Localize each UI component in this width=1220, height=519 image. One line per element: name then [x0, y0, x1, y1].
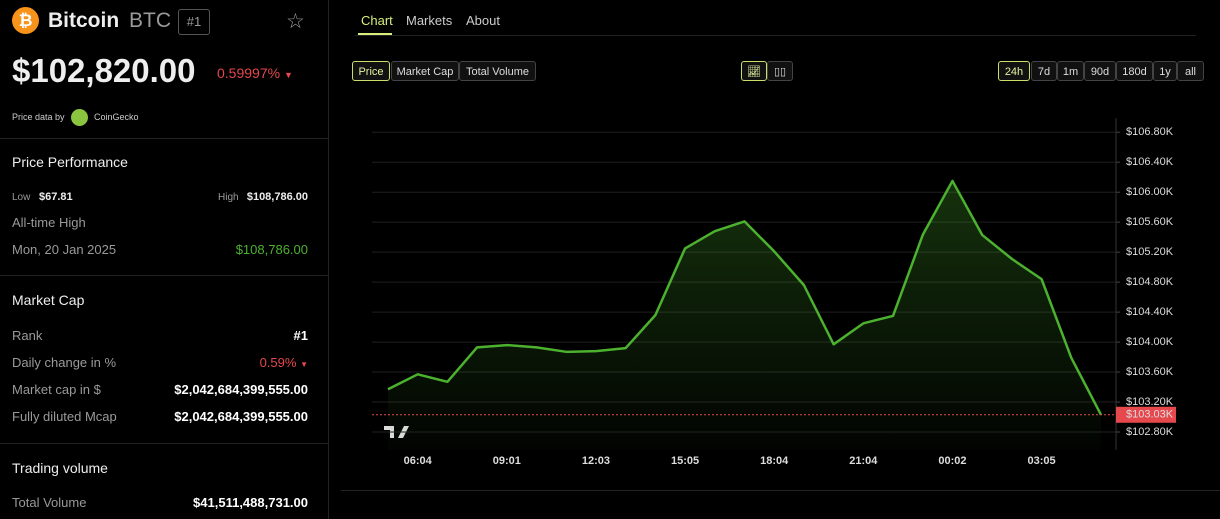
- down-arrow: ▼: [283, 70, 293, 80]
- y-tick-label: $106.80K: [1126, 126, 1174, 138]
- y-tick-label: $102.80K: [1126, 426, 1174, 438]
- tab-underline: [358, 33, 392, 35]
- source-label: Price data by: [12, 112, 65, 122]
- y-tick-label: $105.60K: [1126, 216, 1174, 228]
- coin-symbol: BTC: [129, 9, 171, 32]
- range-button[interactable]: 1y: [1153, 61, 1177, 81]
- range-button[interactable]: all: [1177, 61, 1204, 81]
- range-button[interactable]: 90d: [1084, 61, 1116, 81]
- x-tick-label: 03:05: [1028, 455, 1056, 467]
- row-value: 0.59% ▼: [260, 355, 308, 370]
- y-tick-label: $103.60K: [1126, 366, 1174, 378]
- row-value: $2,042,684,399,555.00: [174, 409, 308, 424]
- high: $108,786.00: [246, 191, 308, 203]
- section-title: Trading volume: [12, 460, 108, 476]
- metric-button[interactable]: Price: [352, 61, 390, 81]
- favorite-star[interactable]: ☆: [286, 10, 305, 33]
- coingecko-logo: [71, 109, 88, 126]
- change: 0.59%: [259, 355, 297, 370]
- current-price-label: $103.03K: [1126, 409, 1174, 421]
- current-price-badge: [1116, 406, 1176, 423]
- ath-date: Mon, 20 Jan 2025: [12, 242, 117, 257]
- source: CoinGecko: [94, 112, 139, 122]
- y-tick-label: $103.20K: [1126, 396, 1174, 408]
- row-value: $41,511,488,731.00: [193, 495, 308, 510]
- metric-button[interactable]: Total Volume: [459, 61, 536, 81]
- tab-border: [355, 35, 1196, 36]
- panel-border: [341, 490, 1220, 491]
- y-tick-label: $106.40K: [1126, 156, 1174, 168]
- area: [388, 180, 1101, 451]
- separator: [0, 443, 328, 444]
- coin-logo: ₿: [12, 7, 39, 34]
- section-title: Price Performance: [12, 154, 128, 170]
- range-button[interactable]: 24h: [998, 61, 1030, 81]
- x-tick-label: 00:02: [938, 455, 966, 467]
- separator: [0, 138, 328, 139]
- change: 0.59997%: [217, 65, 281, 81]
- row-label: Rank: [12, 328, 43, 343]
- price-line: [387, 179, 1103, 416]
- range-button[interactable]: 1m: [1057, 61, 1084, 81]
- down-arrow: ▼: [300, 360, 308, 369]
- x-tick-label: 18:04: [760, 455, 789, 467]
- candle-chart-button[interactable]: ▯▯: [767, 61, 793, 81]
- y-tick-label: $104.00K: [1126, 336, 1174, 348]
- x-tick-label: 15:05: [671, 455, 699, 467]
- y-tick-label: $106.00K: [1126, 186, 1174, 198]
- x-tick-label: 12:03: [582, 455, 610, 467]
- line-chart-button[interactable]: 📈︎: [741, 61, 767, 81]
- x-tick-label: 21:04: [849, 455, 878, 467]
- range-button[interactable]: 180d: [1116, 61, 1153, 81]
- row-value: #1: [293, 328, 308, 343]
- metric-button[interactable]: Market Cap: [391, 61, 459, 81]
- row-label: Fully diluted Mcap: [12, 409, 117, 424]
- y-tick-label: $104.40K: [1126, 306, 1174, 318]
- rank-badge: #1: [178, 9, 210, 35]
- y-tick-label: $104.80K: [1126, 276, 1174, 288]
- separator: [0, 275, 328, 276]
- y-tick-label: $105.20K: [1126, 246, 1174, 258]
- range-button[interactable]: 7d: [1031, 61, 1057, 81]
- tab[interactable]: Markets: [406, 13, 453, 28]
- ath: $108,786.00: [235, 242, 308, 257]
- tab[interactable]: Chart: [361, 13, 393, 28]
- row-label: Daily change in %: [12, 355, 117, 370]
- coin-name: Bitcoin: [48, 9, 120, 32]
- x-tick-label: 09:01: [493, 455, 521, 467]
- tab[interactable]: About: [466, 13, 500, 28]
- section-title: Market Cap: [12, 292, 85, 308]
- row-value: $2,042,684,399,555.00: [174, 382, 308, 397]
- low-label: Low: [12, 192, 31, 203]
- high-label: High: [218, 192, 239, 203]
- price-change: 0.59997% ▼: [217, 65, 293, 81]
- x-tick-label: 06:04: [404, 455, 433, 467]
- ath-label: All-time High: [12, 215, 86, 230]
- low: $67.81: [39, 191, 73, 203]
- row-label: Market cap in $: [12, 382, 101, 397]
- divider: [328, 0, 329, 519]
- row-label: Total Volume: [12, 495, 87, 510]
- price: $102,820.00: [12, 52, 196, 89]
